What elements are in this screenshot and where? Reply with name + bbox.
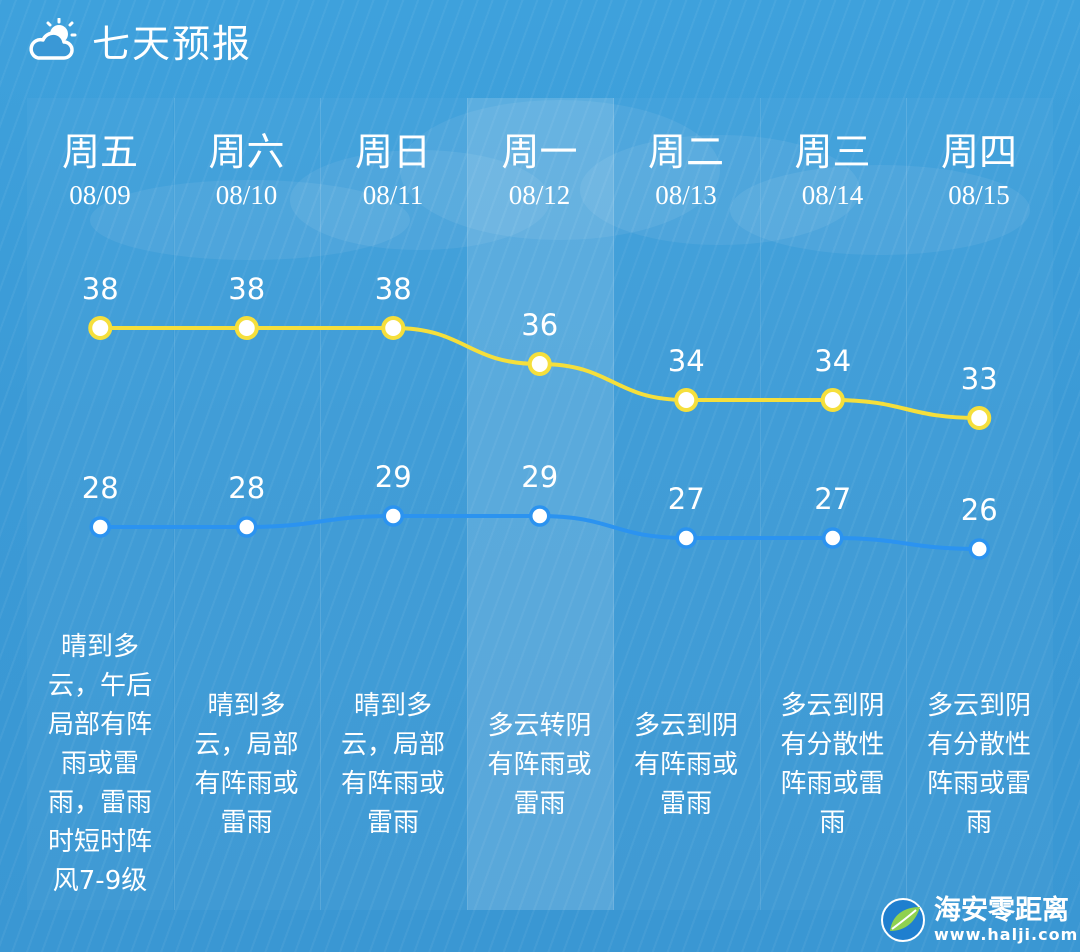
day-date: 08/12 — [508, 180, 571, 210]
weather-description: 晴到多云，午后局部有阵雨或雷雨，雷雨时短时阵风7-9级 — [27, 628, 173, 901]
data-point-high — [820, 388, 845, 412]
data-point-high — [967, 406, 992, 430]
data-label-high: 38 — [82, 272, 119, 306]
day-column — [759, 98, 907, 910]
description-line: 有分散性 — [926, 730, 1031, 760]
description-line: 多云转阴 — [487, 711, 592, 741]
day-date: 08/13 — [655, 180, 717, 210]
data-point-low — [529, 505, 551, 527]
description-line: 雷雨 — [366, 808, 419, 838]
description-line: 雨 — [819, 808, 846, 838]
description-line: 有阵雨或 — [194, 769, 299, 799]
description-line: 雨或雷 — [60, 749, 139, 779]
weather-description: 多云到阴有分散性阵雨或雷雨 — [760, 687, 906, 843]
day-name: 周五 — [61, 130, 138, 174]
description-line: 云，午后 — [47, 671, 152, 701]
data-label-high: 38 — [228, 272, 265, 306]
data-label-low: 29 — [521, 460, 558, 494]
data-point-low — [236, 516, 258, 538]
data-point-low — [382, 505, 404, 527]
day-name: 周六 — [208, 130, 285, 174]
day-column — [906, 98, 1053, 910]
description-line: 多云到阴 — [926, 691, 1031, 721]
description-line: 雨，雷雨 — [47, 788, 152, 818]
data-point-low — [89, 516, 111, 538]
data-label-low: 26 — [961, 493, 998, 527]
page-title: 七天预报 — [92, 21, 253, 66]
description-line: 阵雨或雷 — [926, 769, 1031, 799]
description-line: 雷雨 — [659, 789, 712, 819]
day-column — [466, 98, 614, 910]
weather-description: 晴到多云，局部有阵雨或雷雨 — [320, 687, 466, 843]
data-point-high — [88, 316, 113, 340]
data-label-low: 27 — [814, 482, 851, 516]
description-line: 晴到多 — [207, 691, 286, 721]
data-point-low — [675, 527, 697, 549]
watermark-name: 海安零距离 — [934, 895, 1069, 926]
data-label-high: 34 — [668, 344, 705, 378]
data-label-low: 28 — [228, 471, 265, 505]
data-label-high: 34 — [814, 344, 851, 378]
description-line: 风7-9级 — [52, 866, 148, 896]
data-point-high — [381, 316, 406, 340]
day-name: 周二 — [647, 130, 724, 174]
data-label-high: 33 — [961, 362, 998, 396]
watermark-url: www.halji.com — [934, 925, 1079, 944]
day-date: 08/09 — [69, 180, 131, 210]
data-point-low — [968, 538, 990, 560]
data-label-high: 38 — [375, 272, 412, 306]
description-line: 雷雨 — [513, 789, 566, 819]
weather-description: 多云到阴有阵雨或雷雨 — [613, 707, 759, 824]
day-name: 周日 — [354, 130, 431, 174]
day-name: 周一 — [501, 130, 578, 174]
description-line: 局部有阵 — [47, 710, 152, 740]
weather-description: 晴到多云，局部有阵雨或雷雨 — [174, 687, 320, 843]
day-column — [613, 98, 760, 910]
data-point-low — [822, 527, 844, 549]
day-date: 08/10 — [215, 180, 278, 210]
data-point-high — [527, 352, 552, 376]
weather-description: 多云到阴有分散性阵雨或雷雨 — [906, 687, 1052, 843]
globe-leaf-logo — [881, 898, 925, 942]
description-line: 多云到阴 — [633, 711, 738, 741]
description-line: 云，局部 — [340, 730, 445, 760]
day-column — [173, 98, 321, 910]
day-date: 08/14 — [801, 180, 864, 210]
description-line: 雷雨 — [220, 808, 273, 838]
description-line: 晴到多 — [353, 691, 432, 721]
data-point-high — [674, 388, 699, 412]
description-line: 晴到多 — [60, 632, 139, 662]
watermark-logo: 海安零距离 www.halji.com — [878, 892, 1078, 948]
description-line: 雨 — [965, 808, 992, 838]
day-date: 08/15 — [948, 180, 1010, 210]
description-line: 多云到阴 — [780, 691, 885, 721]
description-line: 阵雨或雷 — [780, 769, 885, 799]
description-line: 有阵雨或 — [487, 750, 592, 780]
day-column — [320, 98, 467, 910]
description-line: 云，局部 — [194, 730, 299, 760]
data-label-low: 27 — [668, 482, 705, 516]
cloud-sun-icon — [29, 18, 77, 60]
weather-description: 多云转阴有阵雨或雷雨 — [467, 707, 613, 824]
day-name: 周三 — [794, 130, 871, 174]
data-label-high: 36 — [521, 308, 558, 342]
day-date: 08/11 — [362, 180, 424, 210]
description-line: 时短时阵 — [47, 827, 152, 857]
day-name: 周四 — [940, 130, 1017, 174]
data-label-low: 28 — [82, 471, 119, 505]
header: 七天预报 — [28, 14, 252, 66]
description-line: 有阵雨或 — [340, 769, 445, 799]
description-line: 有阵雨或 — [633, 750, 738, 780]
description-line: 有分散性 — [780, 730, 885, 760]
data-point-high — [234, 316, 259, 340]
data-label-low: 29 — [375, 460, 412, 494]
